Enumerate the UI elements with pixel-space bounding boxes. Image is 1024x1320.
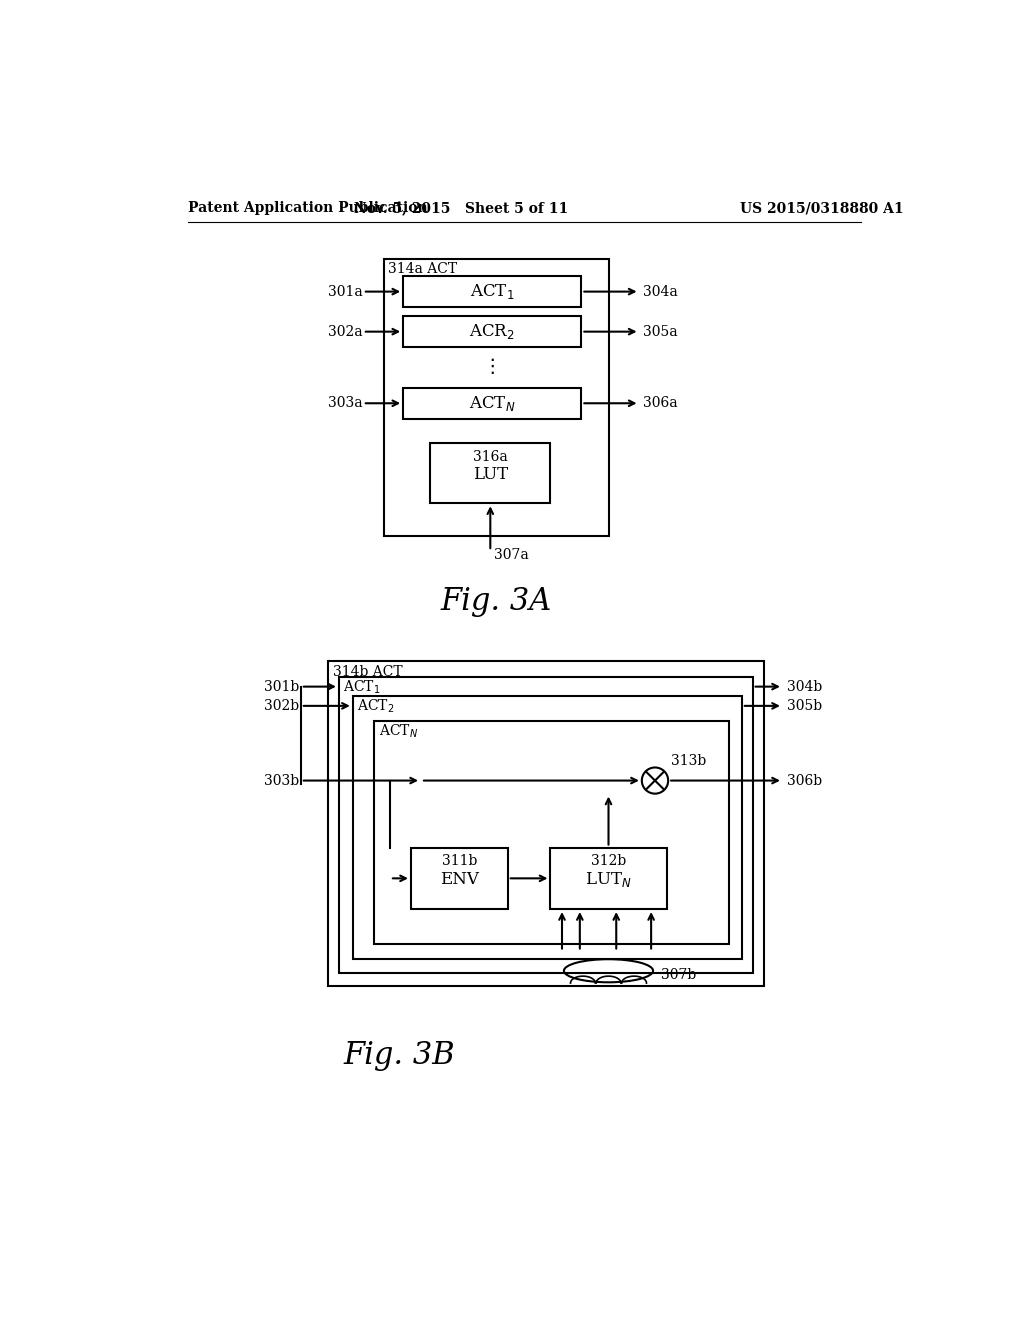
- Bar: [411, 847, 508, 909]
- Text: Fig. 3B: Fig. 3B: [343, 1040, 455, 1071]
- Text: US 2015/0318880 A1: US 2015/0318880 A1: [740, 202, 904, 215]
- Bar: [339, 677, 753, 973]
- Bar: [375, 721, 729, 944]
- Text: 314a ACT: 314a ACT: [388, 263, 458, 276]
- Text: 313b: 313b: [671, 754, 706, 768]
- Text: 316a: 316a: [473, 450, 508, 465]
- Text: LUT: LUT: [473, 466, 508, 483]
- Text: LUT$_N$: LUT$_N$: [585, 870, 632, 890]
- Bar: [384, 259, 608, 536]
- Bar: [403, 317, 582, 347]
- Text: 302b: 302b: [263, 698, 299, 713]
- Text: 303b: 303b: [263, 774, 299, 788]
- Text: 304b: 304b: [786, 680, 822, 693]
- Bar: [328, 661, 764, 986]
- Text: 301b: 301b: [263, 680, 299, 693]
- Text: ACT$_N$: ACT$_N$: [379, 722, 418, 741]
- Text: ⋮: ⋮: [482, 356, 502, 376]
- Text: ACT$_2$: ACT$_2$: [357, 698, 394, 715]
- Text: 311b: 311b: [441, 854, 477, 867]
- Text: 306a: 306a: [643, 396, 678, 411]
- Text: Fig. 3A: Fig. 3A: [440, 586, 552, 616]
- Text: ACT$_1$: ACT$_1$: [470, 282, 514, 301]
- Text: 305b: 305b: [786, 698, 822, 713]
- Text: 304a: 304a: [643, 285, 678, 298]
- Bar: [352, 696, 741, 960]
- Text: ENV: ENV: [440, 871, 479, 888]
- Text: 306b: 306b: [786, 774, 822, 788]
- Bar: [403, 388, 582, 418]
- Text: 307b: 307b: [662, 968, 696, 982]
- Text: 303a: 303a: [328, 396, 362, 411]
- Bar: [403, 276, 582, 308]
- Text: ACT$_N$: ACT$_N$: [469, 393, 515, 413]
- Bar: [430, 444, 550, 503]
- Text: ACT$_1$: ACT$_1$: [343, 678, 381, 696]
- Bar: [550, 847, 667, 909]
- Text: 301a: 301a: [328, 285, 362, 298]
- Text: 314b ACT: 314b ACT: [333, 665, 402, 678]
- Text: 307a: 307a: [495, 548, 529, 562]
- Text: 312b: 312b: [591, 854, 626, 867]
- Text: 305a: 305a: [643, 325, 678, 339]
- Text: 302a: 302a: [328, 325, 362, 339]
- Text: ACR$_2$: ACR$_2$: [469, 322, 515, 341]
- Text: Nov. 5, 2015   Sheet 5 of 11: Nov. 5, 2015 Sheet 5 of 11: [354, 202, 568, 215]
- Text: Patent Application Publication: Patent Application Publication: [188, 202, 428, 215]
